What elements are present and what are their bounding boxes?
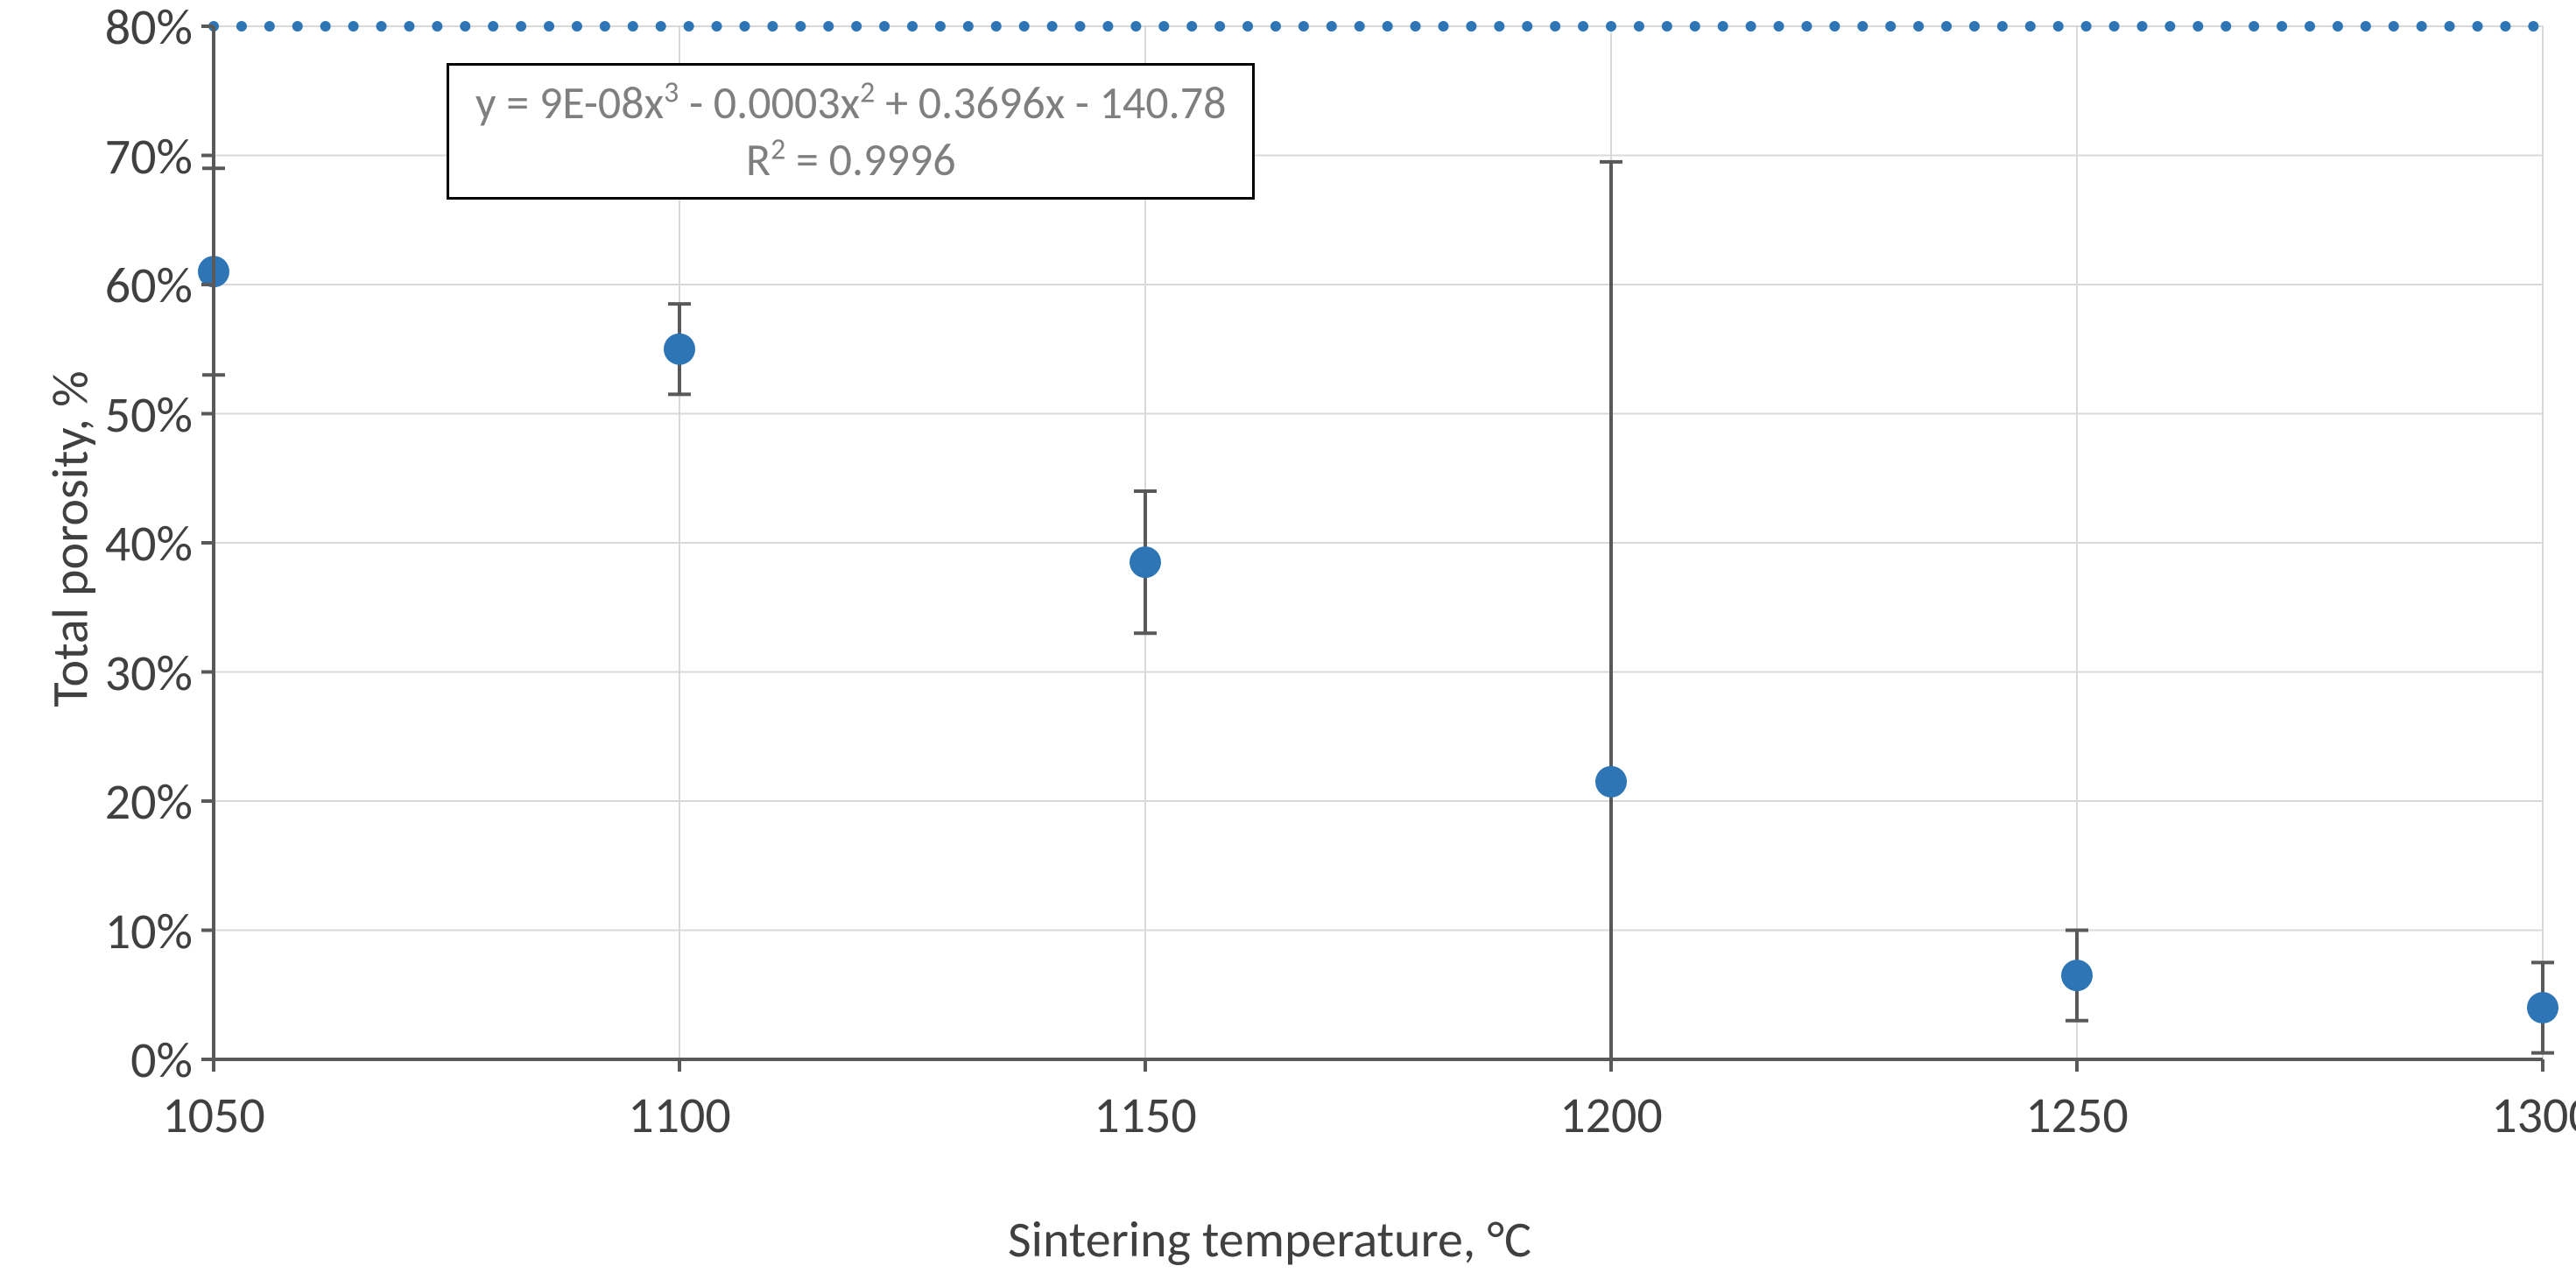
y-tick-label: 10% <box>105 900 193 962</box>
x-axis-title: Sintering temperature, °C <box>876 1208 1664 1270</box>
y-axis-title: Total porosity, % <box>39 329 102 749</box>
y-tick-label: 0% <box>130 1029 193 1091</box>
data-point <box>1130 546 1161 578</box>
data-point <box>2061 960 2093 991</box>
data-point <box>2527 992 2558 1023</box>
y-tick-label: 20% <box>105 770 193 833</box>
y-tick-label: 40% <box>105 512 193 574</box>
data-point <box>664 334 695 365</box>
chart-container: Total porosity, % Sintering temperature,… <box>0 0 2576 1287</box>
y-tick-label: 70% <box>105 125 193 187</box>
error-bars <box>202 162 2554 1059</box>
y-tick-label: 50% <box>105 383 193 446</box>
equation-line-2: R2 = 0.9996 <box>475 131 1226 188</box>
equation-line-1: y = 9E-08x3 - 0.0003x2 + 0.3696x - 140.7… <box>475 74 1226 131</box>
chart-svg <box>0 0 2576 1287</box>
y-tick-label: 60% <box>105 254 193 316</box>
x-tick-label: 1250 <box>2016 1084 2138 1146</box>
y-tick-label: 80% <box>105 0 193 58</box>
data-points <box>198 256 2558 1023</box>
data-point <box>1595 766 1627 798</box>
x-tick-label: 1200 <box>1550 1084 1672 1146</box>
x-tick-label: 1300 <box>2481 1084 2576 1146</box>
equation-box: y = 9E-08x3 - 0.0003x2 + 0.3696x - 140.7… <box>447 63 1255 200</box>
x-tick-label: 1100 <box>618 1084 741 1146</box>
x-tick-label: 1050 <box>152 1084 275 1146</box>
x-tick-label: 1150 <box>1084 1084 1207 1146</box>
y-tick-label: 30% <box>105 642 193 704</box>
